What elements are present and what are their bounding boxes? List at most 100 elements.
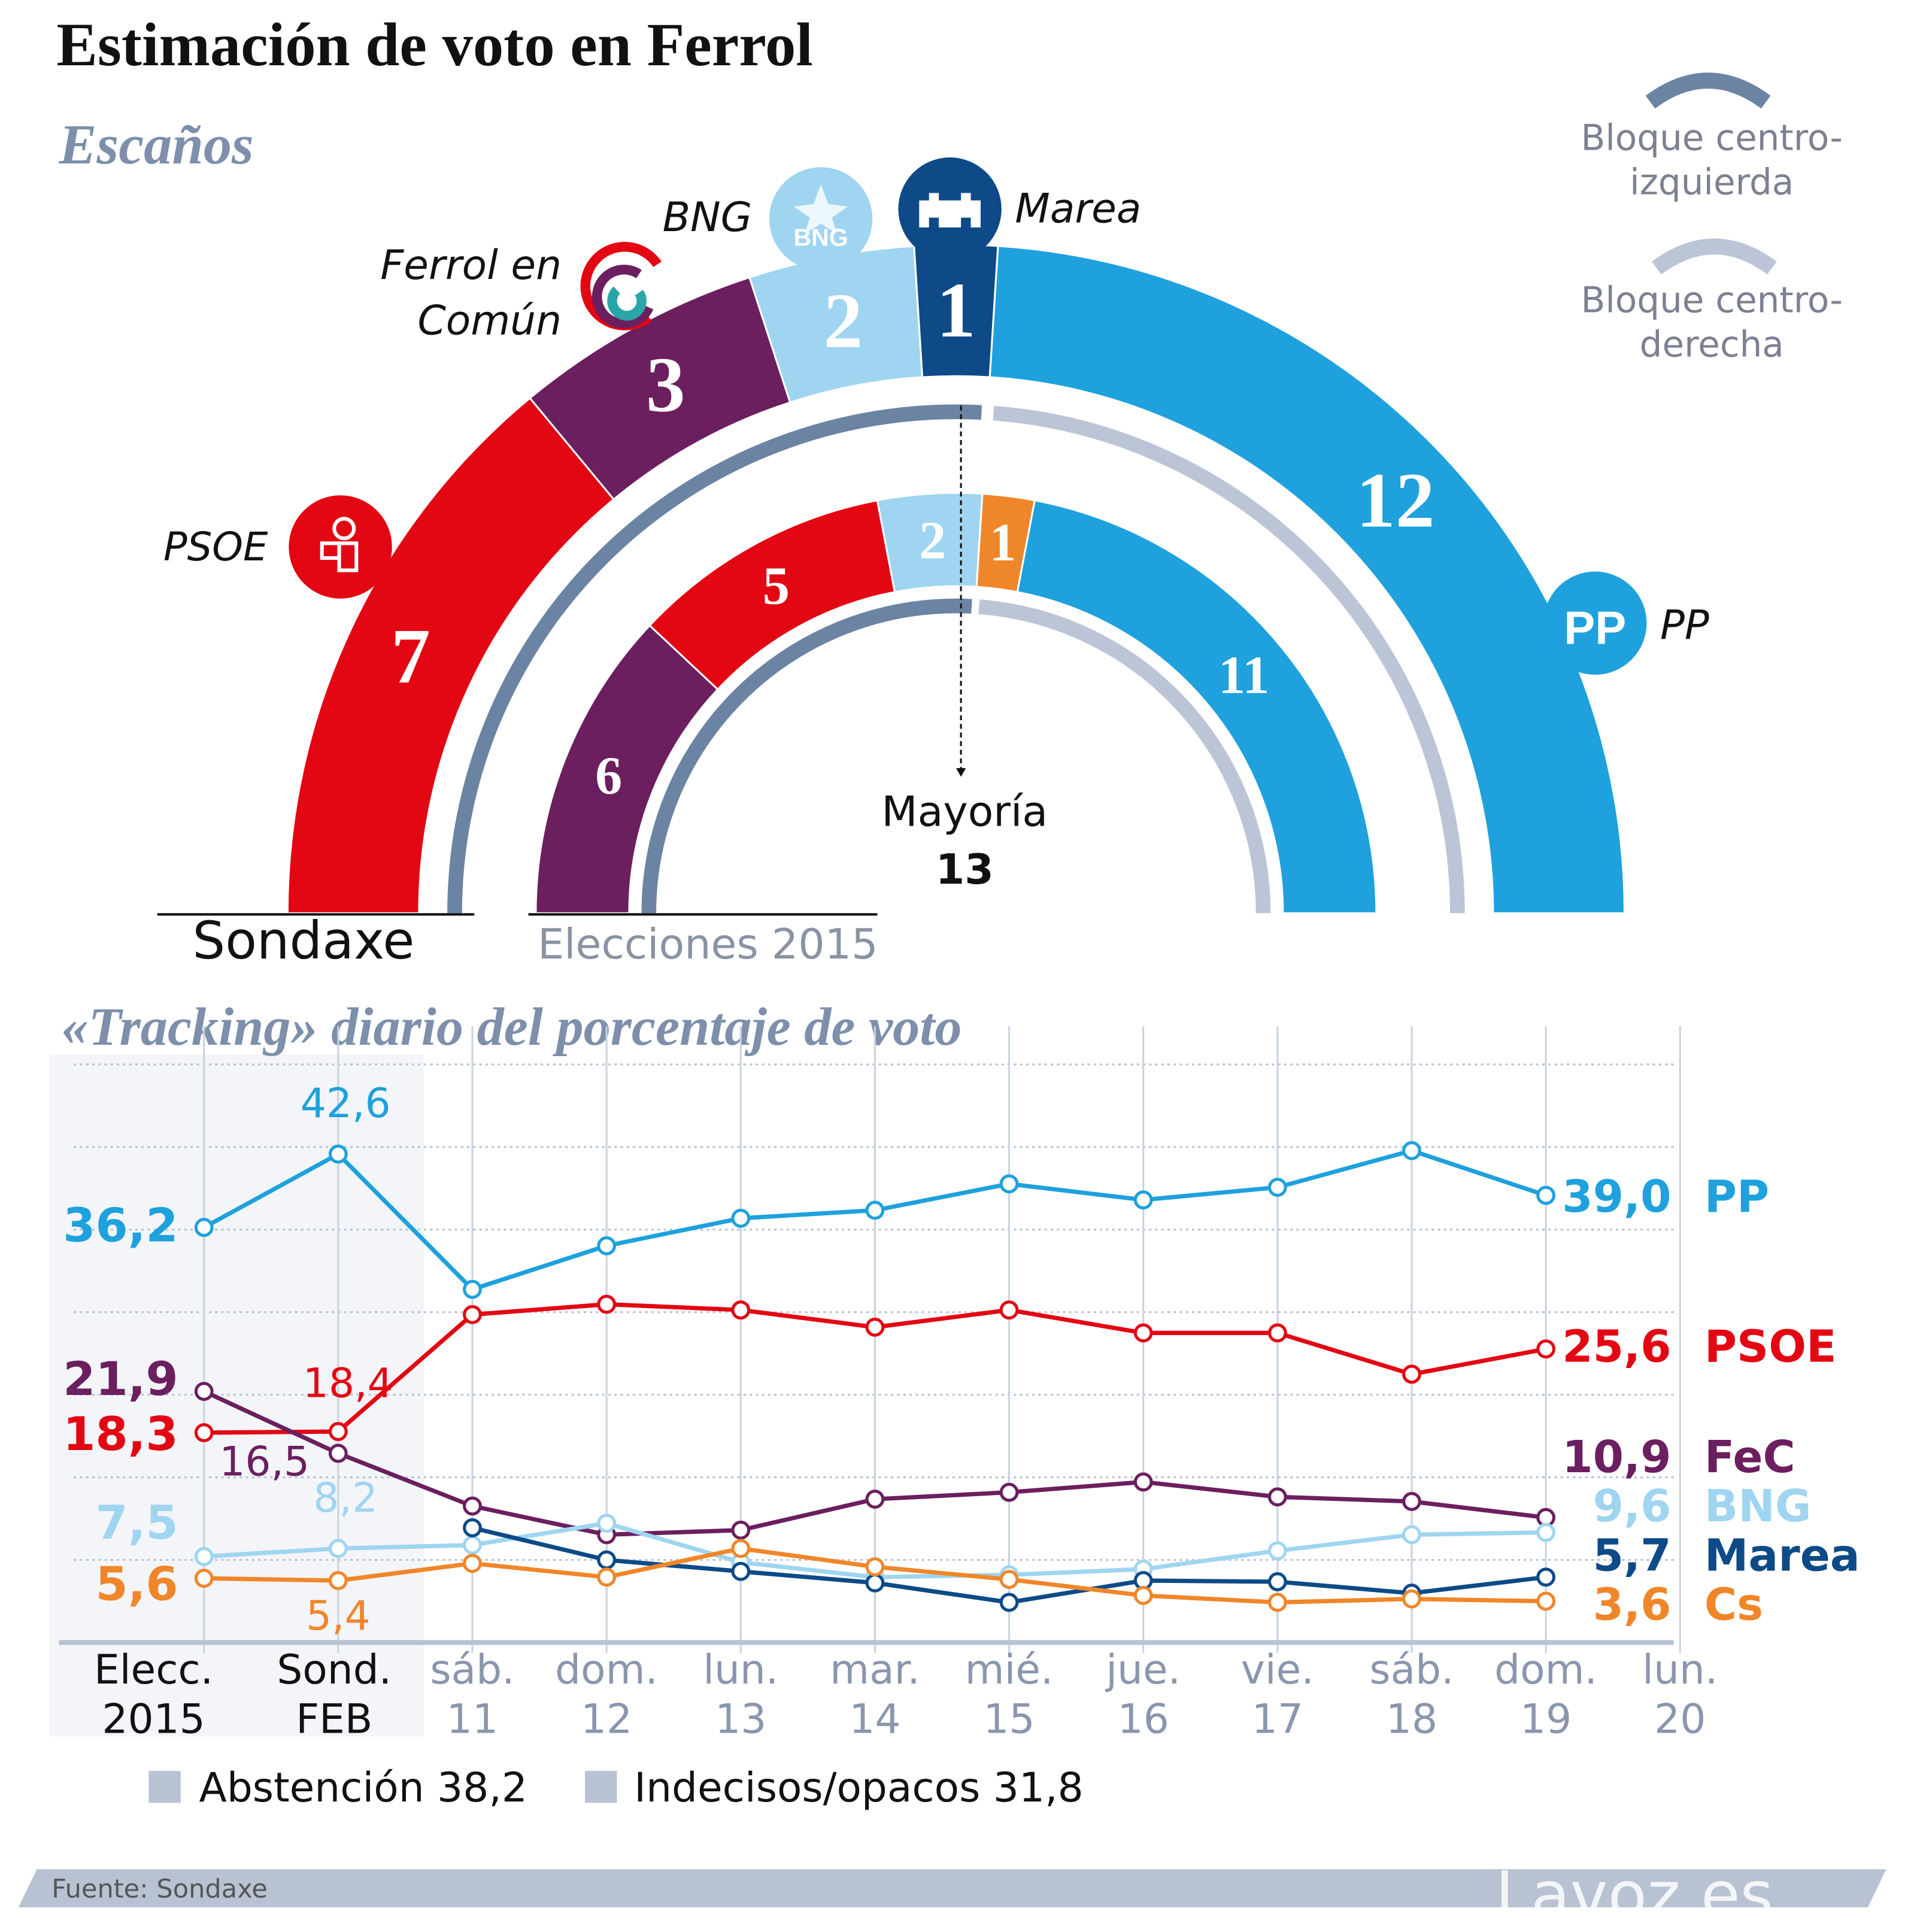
elecciones_2015-seat-count-fec: 6 xyxy=(595,746,622,806)
data-point-marea xyxy=(597,1550,617,1570)
data-point-pp xyxy=(597,1236,617,1255)
marea-label: Marea xyxy=(1015,185,1141,232)
data-point-cs xyxy=(194,1569,214,1588)
data-point-cs xyxy=(1133,1586,1153,1605)
x-tick-label: 12 xyxy=(581,1695,632,1742)
sondaxe-seat-arc-pp xyxy=(988,245,1626,914)
block-legend: Bloque centro- izquierda Bloque centro- … xyxy=(1581,72,1843,365)
abstencion-legend-text: Abstención 38,2 xyxy=(199,1764,527,1811)
end-label-pp: 39,0 xyxy=(1562,1171,1671,1223)
x-tick-label: 2015 xyxy=(102,1695,205,1742)
indecisos-legend-text: Indecisos/opacos 31,8 xyxy=(634,1764,1084,1811)
x-tick-label: 11 xyxy=(447,1695,498,1742)
end-label-fec: 10,9 xyxy=(1562,1431,1671,1483)
sondaxe-seat-count-bng: 2 xyxy=(823,278,863,365)
party-logos: PSOE Ferrol en Común BNG BNG Marea PP PP xyxy=(163,157,1709,675)
x-tick-label: lun. xyxy=(1642,1646,1718,1693)
majority-arrow-icon xyxy=(956,768,966,777)
series-name-pp: PP xyxy=(1704,1171,1769,1223)
x-tick-label: dom. xyxy=(1494,1646,1597,1693)
annotation-psoe: 18,4 xyxy=(303,1360,393,1407)
elecciones_2015-seat-arc-pp xyxy=(1016,499,1378,914)
data-point-pp xyxy=(731,1208,751,1228)
sondaxe-block-arc-derecha xyxy=(993,405,1465,914)
sondaxe-seat-count-pp: 12 xyxy=(1356,457,1434,544)
data-point-fec xyxy=(328,1443,348,1463)
majority-label: Mayoría xyxy=(881,788,1048,836)
start-label-bng: 7,5 xyxy=(95,1496,178,1550)
fec-label-2: Común xyxy=(417,296,562,344)
data-point-pp xyxy=(328,1144,348,1164)
data-point-bng xyxy=(1402,1525,1421,1545)
elecciones_2015-seat-count-cs: 1 xyxy=(990,512,1017,572)
fec-swirl-icon xyxy=(580,242,662,330)
data-point-cs xyxy=(731,1539,751,1558)
x-tick-label: 20 xyxy=(1654,1695,1706,1742)
block-left-legend-arc-icon xyxy=(1645,72,1771,109)
data-point-psoe xyxy=(1133,1323,1153,1343)
series-name-psoe: PSOE xyxy=(1704,1321,1837,1372)
x-tick-label: 15 xyxy=(983,1695,1035,1742)
data-point-bng xyxy=(194,1546,214,1566)
x-tick-label: mar. xyxy=(830,1646,920,1693)
data-point-marea xyxy=(463,1518,482,1537)
annotation-bng: 8,2 xyxy=(313,1474,378,1521)
sondaxe-seat-count-marea: 1 xyxy=(936,267,976,354)
data-point-marea xyxy=(999,1593,1019,1612)
data-point-cs xyxy=(463,1554,482,1573)
data-point-cs xyxy=(1536,1591,1556,1611)
indecisos-swatch xyxy=(585,1770,617,1803)
series-name-fec: FeC xyxy=(1704,1431,1795,1483)
footer-bar xyxy=(18,1869,1886,1907)
data-point-bng xyxy=(1267,1541,1287,1561)
bottom-legend: Abstención 38,2 Indecisos/opacos 31,8 xyxy=(148,1764,1084,1811)
data-point-cs xyxy=(865,1557,885,1576)
end-label-cs: 3,6 xyxy=(1593,1579,1672,1630)
psoe-label: PSOE xyxy=(163,524,268,570)
x-tick-label: 19 xyxy=(1520,1695,1572,1742)
seats-heading: Escaños xyxy=(59,114,254,176)
x-tick-label: Sond. xyxy=(277,1646,392,1693)
annotation-cs: 5,4 xyxy=(306,1592,371,1639)
x-tick-label: jue. xyxy=(1105,1646,1181,1693)
start-label-fec: 21,9 xyxy=(63,1352,178,1406)
indecisos-label: Indecisos/opacos xyxy=(634,1764,980,1811)
data-point-bng xyxy=(597,1514,617,1533)
x-tick-label: lun. xyxy=(703,1646,778,1693)
data-point-psoe xyxy=(865,1317,885,1337)
x-tick-label: 14 xyxy=(849,1695,900,1742)
data-point-psoe xyxy=(1536,1339,1556,1359)
annotation-pp: 42,6 xyxy=(301,1079,391,1127)
x-tick-label: dom. xyxy=(555,1646,658,1693)
x-tick-label: Elecc. xyxy=(94,1646,213,1693)
start-label-cs: 5,6 xyxy=(95,1558,178,1612)
data-point-psoe xyxy=(194,1423,214,1442)
data-point-pp xyxy=(1536,1185,1556,1205)
data-point-pp xyxy=(463,1279,482,1299)
data-point-psoe xyxy=(1267,1323,1287,1343)
data-point-psoe xyxy=(731,1300,751,1320)
bng-label: BNG xyxy=(663,193,753,241)
block-right-label-1: Bloque centro- xyxy=(1581,280,1843,322)
psoe-rose-glyph xyxy=(320,517,359,572)
abstencion-label: Abstención xyxy=(199,1764,424,1811)
abstencion-value: 38,2 xyxy=(437,1764,527,1811)
data-point-fec xyxy=(999,1482,1019,1502)
data-point-fec xyxy=(1402,1491,1421,1511)
x-tick-label: 17 xyxy=(1252,1695,1303,1742)
data-point-pp xyxy=(194,1218,214,1238)
data-point-fec xyxy=(463,1496,482,1516)
data-point-marea xyxy=(731,1561,751,1581)
page-title: Estimación de voto en Ferrol xyxy=(56,11,812,79)
data-point-marea xyxy=(1536,1567,1556,1587)
x-tick-label: vie. xyxy=(1241,1646,1314,1693)
sondaxe-block-arc-izquierda xyxy=(447,404,982,914)
data-point-bng xyxy=(328,1539,348,1558)
fec-label-1: Ferrol en xyxy=(380,241,562,289)
data-point-psoe xyxy=(597,1294,617,1314)
indecisos-value: 31,8 xyxy=(993,1764,1084,1811)
data-point-cs xyxy=(328,1571,348,1590)
elecciones_2015-block-arc-izquierda xyxy=(641,598,972,914)
